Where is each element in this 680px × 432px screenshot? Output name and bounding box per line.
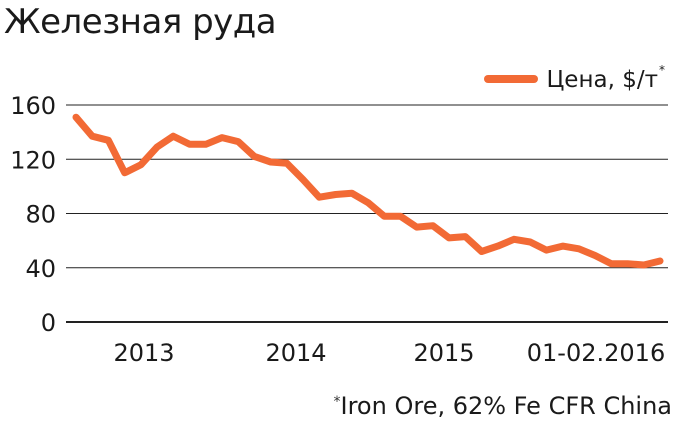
- footnote: *Iron Ore, 62% Fe CFR China: [334, 392, 672, 420]
- x-tick-label: 01-02.2016: [527, 339, 665, 367]
- chart-svg: 0 40 80 120 160 2013 2014 2015 01-02.2016 Цена,…: [10, 63, 668, 367]
- chart-title: Железная руда: [4, 2, 277, 42]
- x-tick-label: 2015: [413, 339, 474, 367]
- footnote-text: Iron Ore, 62% Fe CFR China: [340, 392, 672, 420]
- y-tick-label: 120: [10, 146, 56, 174]
- footnote-asterisk: *: [333, 394, 341, 410]
- x-axis-ticks: 2013 2014 2015 01-02.2016: [113, 339, 665, 367]
- y-axis-ticks: 0 40 80 120 160: [10, 92, 56, 337]
- x-tick-label: 2013: [113, 339, 174, 367]
- y-tick-label: 40: [25, 255, 56, 283]
- y-tick-label: 0: [41, 309, 56, 337]
- legend-asterisk: *: [659, 63, 665, 77]
- grid: [66, 104, 668, 323]
- legend-label: Цена, $/т: [546, 67, 658, 93]
- x-tick-label: 2014: [265, 339, 326, 367]
- y-tick-label: 160: [10, 92, 56, 120]
- legend: Цена, $/т *: [484, 63, 665, 93]
- y-tick-label: 80: [25, 201, 56, 229]
- series-line: [72, 113, 664, 269]
